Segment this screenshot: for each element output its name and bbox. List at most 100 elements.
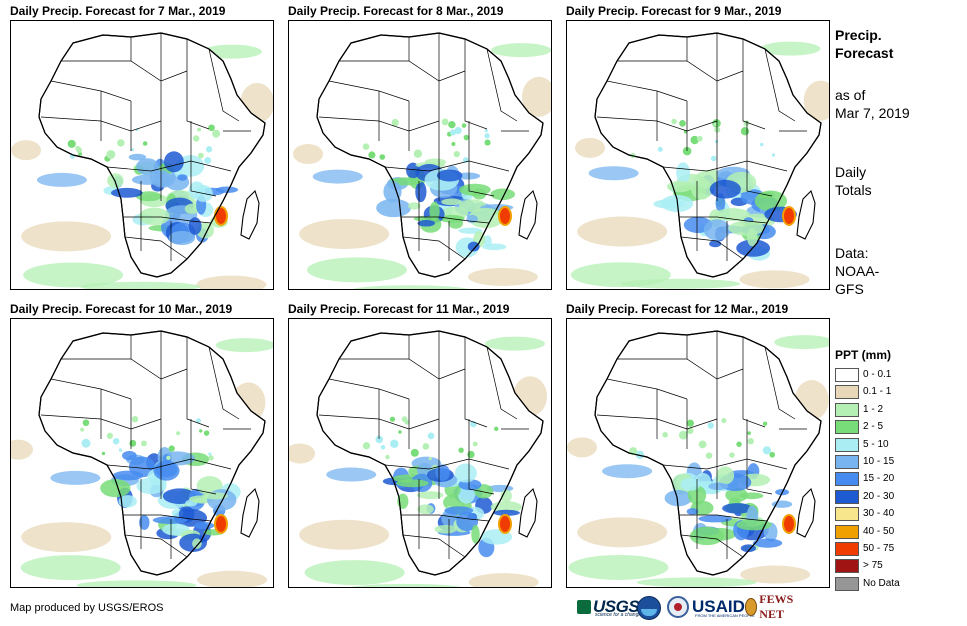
ocean-precip-area: [577, 216, 668, 247]
ocean-precip-area: [468, 573, 539, 587]
precip-area: [152, 516, 188, 524]
precip-area: [739, 492, 764, 500]
precip-area: [691, 178, 713, 200]
country-border: [208, 346, 240, 420]
precip-area: [122, 450, 137, 461]
madagascar-outline: [240, 189, 260, 240]
usaid-tagline: FROM THE AMERICAN PEOPLE: [695, 613, 755, 618]
ocean-precip-area: [620, 278, 741, 289]
precip-speck: [141, 440, 147, 447]
precip-speck: [769, 451, 776, 458]
precip-area: [725, 487, 748, 503]
precip-area: [483, 235, 492, 247]
precip-speck: [106, 432, 114, 439]
country-border: [208, 48, 240, 122]
country-border: [486, 48, 518, 122]
precip-area: [490, 188, 516, 201]
precip-speck: [118, 448, 123, 452]
ocean-precip-area: [774, 335, 829, 350]
country-border: [402, 236, 466, 260]
data-line-3: GFS: [835, 281, 864, 297]
ocean-precip-area: [484, 336, 545, 351]
heavy-rain-hotspot: [498, 206, 512, 226]
legend-swatch: [835, 559, 859, 574]
precip-speck: [131, 415, 139, 423]
precip-speck: [747, 431, 751, 435]
precip-area: [207, 489, 237, 511]
map-svg: [293, 32, 551, 289]
ocean-precip-area: [739, 270, 810, 289]
precip-speck: [451, 142, 456, 147]
map-svg: [289, 330, 548, 587]
usaid-logo: USAID: [692, 597, 745, 616]
precip-speck: [729, 452, 735, 458]
legend-label: 0.1 - 1: [863, 386, 892, 398]
panel-title: Daily Precip. Forecast for 9 Mar., 2019: [566, 4, 782, 18]
precip-area: [154, 170, 171, 187]
precip-area: [110, 187, 143, 198]
precip-area: [417, 220, 436, 227]
precip-area: [162, 488, 197, 504]
precip-area: [754, 190, 788, 212]
country-border: [124, 534, 188, 558]
precip-area: [184, 203, 200, 214]
precip-speck: [740, 127, 750, 136]
precip-speck: [398, 430, 402, 434]
ocean-precip-area: [760, 41, 821, 56]
ocean-precip-area: [20, 555, 121, 581]
precip-speck: [375, 435, 384, 444]
ocean-precip-area: [740, 565, 811, 584]
precip-area: [139, 515, 150, 530]
usgs-tagline: science for a changing world: [595, 612, 659, 618]
country-border: [186, 337, 210, 428]
panel-title: Daily Precip. Forecast for 11 Mar., 2019: [288, 302, 510, 316]
precip-speck: [362, 143, 370, 150]
ocean-precip-area: [197, 570, 268, 587]
coastline: [316, 330, 544, 576]
precip-area: [752, 538, 783, 548]
precip-area: [415, 181, 427, 203]
totals-line-2: Totals: [835, 182, 872, 198]
precip-area: [153, 460, 180, 481]
precip-speck: [204, 157, 212, 165]
legend-swatch: [835, 541, 859, 556]
as-of-line-2: Mar 7, 2019: [835, 105, 910, 121]
data-source: Data: NOAA- GFS: [835, 244, 879, 298]
ocean-precip-area: [306, 257, 407, 283]
ocean-precip-area: [304, 560, 405, 586]
country-border: [61, 358, 188, 380]
legend-label: 2 - 5: [863, 421, 884, 433]
precip-speck: [463, 134, 470, 141]
precip-speck: [390, 439, 399, 449]
precip-area: [454, 463, 477, 483]
ocean-precip-area: [76, 580, 197, 587]
precip-area: [194, 521, 215, 530]
precip-speck: [736, 441, 742, 447]
precip-speck: [362, 442, 371, 450]
precip-area: [680, 477, 701, 491]
precip-area: [686, 508, 699, 515]
legend-label: 15 - 20: [863, 473, 895, 485]
precip-area: [408, 202, 421, 210]
country-border: [190, 121, 217, 197]
precip-area: [429, 201, 440, 221]
panel-title: Daily Precip. Forecast for 10 Mar., 2019: [10, 302, 233, 316]
legend-label: 50 - 75: [863, 542, 895, 554]
precip-area: [136, 477, 166, 495]
precip-speck: [712, 119, 721, 128]
precip-area: [163, 151, 184, 173]
country-border: [679, 514, 768, 522]
precip-area: [708, 482, 729, 491]
fews-net-logo: FEWS NET: [745, 592, 799, 621]
ocean-precip-area: [50, 470, 101, 485]
precip-area: [112, 470, 144, 481]
precip-speck: [166, 455, 171, 461]
precip-speck: [117, 139, 125, 147]
country-border: [384, 160, 510, 172]
precip-speck: [484, 133, 490, 139]
precip-speck: [380, 445, 386, 450]
precip-speck: [467, 450, 475, 459]
precip-area: [471, 524, 480, 544]
forecast-map: [10, 318, 274, 588]
ocean-precip-area: [577, 517, 668, 548]
